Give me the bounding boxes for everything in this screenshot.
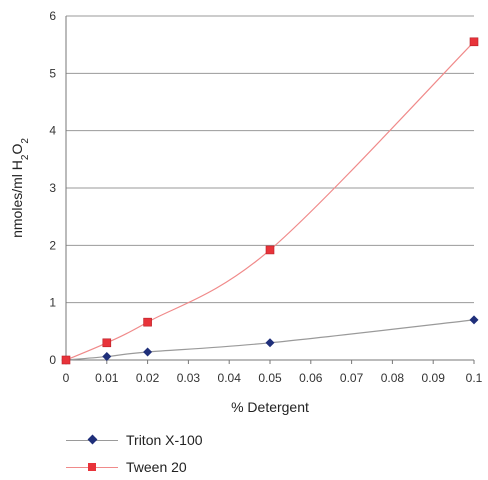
x-tick-label: 0.01 — [95, 371, 119, 385]
x-tick-label: 0.1 — [466, 371, 483, 385]
data-point-triton-x-100 — [143, 347, 152, 356]
data-point-tween-20 — [144, 318, 152, 326]
x-tick-label: 0.06 — [299, 371, 323, 385]
data-point-tween-20 — [266, 246, 274, 254]
legend-item-tween: Tween 20 — [62, 453, 203, 480]
x-tick-label: 0.02 — [136, 371, 160, 385]
data-point-tween-20 — [103, 339, 111, 347]
data-point-tween-20 — [62, 356, 70, 364]
legend-label-tween: Tween 20 — [126, 459, 187, 475]
y-tick-label: 0 — [49, 353, 56, 367]
chart-canvas: 0 0.01 0.02 0.03 0.04 0.05 0.06 0.07 0.08 0.09 0.1… — [0, 0, 488, 420]
legend-swatch-triton — [62, 433, 122, 447]
legend-item-triton: Triton X-100 — [62, 426, 203, 453]
y-tick-label: 3 — [49, 181, 56, 195]
data-point-triton-x-100 — [266, 338, 275, 347]
x-tick-label: 0.08 — [381, 371, 405, 385]
x-tick-label: 0.04 — [218, 371, 242, 385]
legend-label-triton: Triton X-100 — [126, 432, 203, 448]
y-tick-label: 1 — [49, 296, 56, 310]
legend-swatch-tween — [62, 460, 122, 474]
x-tick-label: 0.03 — [177, 371, 201, 385]
y-tick-labels: 0 1 2 3 4 5 6 — [49, 9, 56, 367]
y-tick-label: 4 — [49, 124, 56, 138]
x-tick-label: 0.07 — [340, 371, 364, 385]
data-series — [62, 38, 479, 365]
y-axis-title-mid: O — [9, 144, 25, 155]
axes — [66, 16, 474, 364]
x-tick-labels: 0 0.01 0.02 0.03 0.04 0.05 0.06 0.07 0.08 0.09 0.1 — [63, 371, 483, 385]
y-axis-title-main: nmoles/ml H — [9, 160, 25, 238]
data-point-tween-20 — [470, 38, 478, 46]
square-marker-icon — [88, 463, 96, 471]
y-axis-title: nmoles/ml H2O2 — [9, 138, 31, 238]
gridlines — [66, 16, 474, 303]
y-axis-title-sub2: 2 — [20, 138, 31, 144]
y-tick-label: 6 — [49, 9, 56, 23]
x-axis-title: % Detergent — [231, 399, 309, 415]
data-point-triton-x-100 — [470, 315, 479, 324]
y-tick-label: 5 — [49, 66, 56, 80]
x-tick-label: 0 — [63, 371, 70, 385]
legend: Triton X-100 Tween 20 — [62, 426, 203, 480]
y-tick-label: 2 — [49, 238, 56, 252]
series-line-tween-20 — [66, 42, 474, 360]
diamond-marker-icon — [87, 435, 97, 445]
x-tick-label: 0.05 — [258, 371, 282, 385]
x-tick-label: 0.09 — [422, 371, 446, 385]
